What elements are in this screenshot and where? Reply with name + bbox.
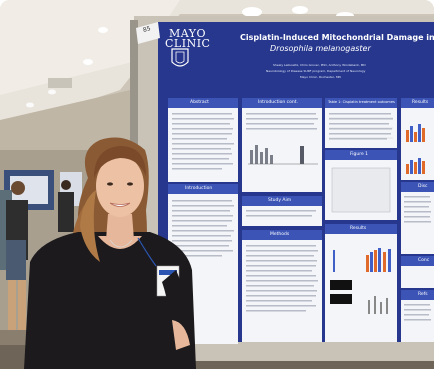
section-results-top: Results bbox=[412, 100, 429, 105]
poster-authors: Shealy Leibowitz, Chris Grover, PhD, Ant… bbox=[273, 63, 366, 67]
section-introduction-cont: Introduction cont. bbox=[258, 100, 298, 105]
section-abstract: Abstract bbox=[190, 100, 209, 105]
section-results: Results bbox=[350, 226, 367, 231]
poster-location: Mayo Clinic, Rochester, MN bbox=[300, 75, 341, 79]
logo-text-mayo: MAYO bbox=[169, 27, 207, 40]
logo-text-clinic: CLINIC bbox=[165, 37, 211, 50]
section-methods: Methods bbox=[270, 232, 290, 237]
section-table-caption: Table 1: Cisplatin treatment outcomes bbox=[328, 100, 395, 104]
poster-mini-charts bbox=[248, 124, 425, 314]
poster-subtitle: Drosophila melanogaster bbox=[270, 44, 371, 53]
section-study-aim: Study Aim bbox=[268, 198, 292, 203]
section-disc: Disc bbox=[418, 184, 428, 189]
poster-title: Cisplatin-Induced Mitochondrial Damage i… bbox=[240, 33, 434, 42]
section-conc: Conc bbox=[418, 258, 430, 263]
poster-affiliation: Neurobiology of Disease SURF program, De… bbox=[266, 69, 366, 73]
section-figure1: Figure 1 bbox=[350, 152, 369, 157]
section-refs: Refs bbox=[418, 292, 428, 297]
section-introduction: Introduction bbox=[185, 186, 213, 191]
